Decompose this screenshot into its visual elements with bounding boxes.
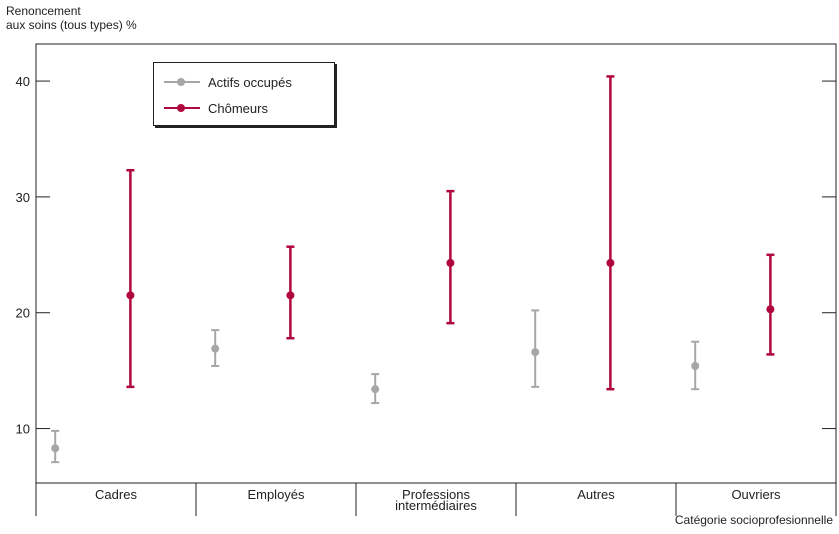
y-axis-label: Renoncement aux soins (tous types) % <box>6 4 137 32</box>
legend-swatch-chomeurs <box>162 98 202 118</box>
y-tick-label: 40 <box>16 74 30 89</box>
y-tick-label: 30 <box>16 190 30 205</box>
x-category-label: Employés <box>247 487 305 502</box>
data-point <box>286 291 295 300</box>
data-point <box>606 258 615 267</box>
plot-border <box>35 43 837 484</box>
x-category-label: Cadres <box>95 487 137 502</box>
y-axis-label-line1: Renoncement <box>6 4 81 18</box>
y-tick-label: 10 <box>16 422 30 437</box>
legend-item-chomeurs: Chômeurs <box>154 98 268 118</box>
y-tick-label: 20 <box>16 306 30 321</box>
x-category-label: Ouvriers <box>731 487 781 502</box>
data-point <box>531 348 540 357</box>
plot-frame <box>35 43 837 516</box>
data-point <box>691 362 700 371</box>
y-axis-label-line2: aux soins (tous types) % <box>6 18 137 32</box>
x-category-label: intermédiaires <box>395 498 477 513</box>
x-category-label: Professions <box>402 487 470 502</box>
legend-swatch-actifs <box>162 72 202 92</box>
y-axis-ticks: 10 20 30 40 <box>16 74 836 437</box>
legend-label-actifs: Actifs occupés <box>208 74 292 90</box>
data-point <box>766 305 775 314</box>
legend-label-chomeurs: Chômeurs <box>208 100 268 116</box>
data-point <box>446 258 455 267</box>
data-point <box>371 385 380 394</box>
x-axis-label: Catégorie socioprofesionnelle <box>674 513 833 527</box>
legend: Actifs occupés Chômeurs <box>153 62 335 126</box>
data-marks <box>51 75 775 464</box>
data-point <box>126 291 135 300</box>
data-point <box>211 344 220 353</box>
legend-item-actifs: Actifs occupés <box>154 72 292 92</box>
x-category-label: Autres <box>577 487 615 502</box>
data-point <box>51 444 60 453</box>
